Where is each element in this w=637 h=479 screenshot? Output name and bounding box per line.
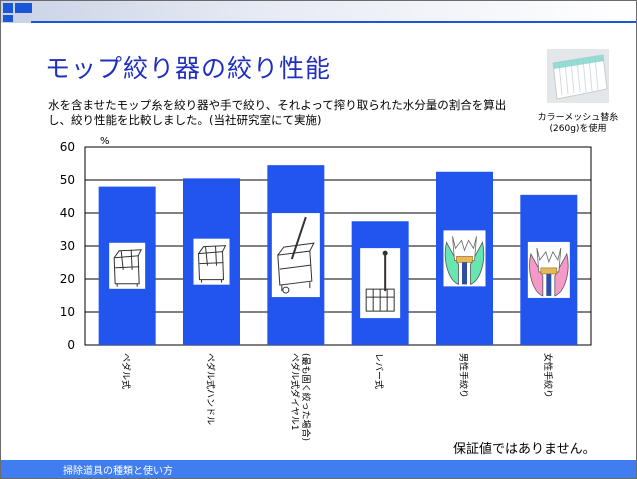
mop-yarn-sample-photo [547, 49, 609, 103]
y-axis-label: % [100, 136, 110, 147]
x-tick-label: 男性手絞り [458, 353, 470, 398]
y-tick-label: 50 [60, 173, 75, 187]
sample-caption-line: (260g)を使用 [549, 124, 607, 134]
description-line: し、絞り性能を比較しました。(当社研究室にて実施) [48, 113, 322, 127]
footer-bar: 掃除道具の種類と使い方 [1, 460, 636, 478]
y-tick-label: 60 [60, 140, 75, 154]
sample-caption-line: カラーメッシュ替糸 [537, 113, 619, 123]
decor-square [15, 3, 32, 13]
bucket-wringer-icon [193, 238, 230, 285]
top-banner [1, 1, 636, 23]
description-line: 水を含ませたモップ糸を絞り器や手で絞り、それよって搾り取られた水分量の割合を算出 [48, 98, 507, 112]
y-tick-label: 40 [60, 206, 75, 220]
footer-text: 掃除道具の種類と使い方 [63, 466, 173, 477]
x-tick-label: ペダル式ダイヤル1 [289, 353, 301, 430]
dial-wringer-icon [271, 213, 320, 298]
description: 水を含ませたモップ糸を絞り器や手で絞り、それよって搾り取られた水分量の割合を算出… [48, 98, 518, 128]
y-tick-label: 20 [60, 272, 75, 286]
male-hand-wring-icon [443, 230, 486, 287]
y-tick-label: 10 [60, 305, 75, 319]
lever-wringer-icon [360, 248, 401, 319]
slide-title: モップ絞り器の絞り性能 [45, 54, 332, 83]
y-tick-label: 30 [60, 239, 75, 253]
decor-square [3, 3, 13, 13]
disclaimer-note: 保証値ではありません。 [453, 442, 596, 457]
x-tick-label: 女性手絞り [542, 353, 554, 398]
x-tick-label: ペダル式ハンドル [205, 353, 217, 425]
plot-border [84, 146, 592, 346]
sample-caption: カラーメッシュ替糸 (260g)を使用 [519, 113, 636, 135]
bucket-wringer-icon [109, 242, 146, 289]
x-tick-label: ペダル式 [120, 353, 132, 389]
decor-square [3, 15, 13, 22]
x-tick-label: レバー式 [373, 353, 385, 389]
y-tick-label: 0 [67, 338, 75, 352]
banner-line [31, 21, 636, 23]
female-hand-wring-icon [527, 241, 570, 298]
x-tick-sublabel: (最も固く絞った場合) [300, 353, 312, 441]
